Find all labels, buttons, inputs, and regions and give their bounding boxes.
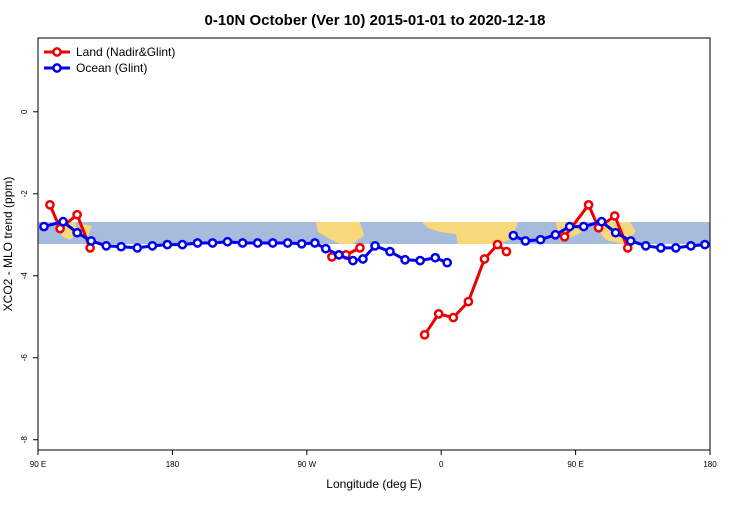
data-point — [686, 240, 696, 251]
y-tick-label: -8 — [20, 436, 29, 444]
data-point — [320, 243, 331, 254]
data-point — [656, 243, 666, 253]
data-point — [192, 238, 203, 248]
data-point — [448, 312, 459, 323]
legend-label: Land (Nadir&Glint) — [76, 45, 175, 59]
data-point — [508, 230, 519, 241]
data-point — [147, 240, 158, 251]
data-point — [610, 227, 621, 238]
x-tick-label: 90 E — [567, 460, 583, 469]
chart-title: 0-10N October (Ver 10) 2015-01-01 to 202… — [204, 12, 545, 29]
data-point — [609, 211, 620, 221]
data-point — [433, 309, 444, 319]
data-point — [640, 240, 651, 251]
data-point — [430, 252, 441, 263]
data-point — [177, 239, 188, 250]
data-point — [370, 240, 380, 251]
x-tick-label: 0 — [439, 460, 444, 469]
data-point — [310, 238, 320, 248]
data-point — [479, 254, 490, 264]
y-axis-label: XCO2 - MLO trend (ppm) — [1, 177, 15, 312]
data-point — [385, 246, 395, 257]
data-point — [520, 236, 531, 246]
data-point — [237, 238, 248, 248]
data-point — [550, 229, 561, 240]
y-tick-label: 0 — [20, 109, 29, 114]
data-point — [207, 238, 218, 248]
x-tick-label: 90 W — [297, 460, 316, 469]
data-point — [700, 239, 710, 250]
data-point — [72, 227, 82, 238]
data-point — [670, 243, 681, 253]
data-point — [559, 231, 570, 242]
data-point — [400, 254, 410, 265]
x-tick-label: 180 — [703, 460, 717, 469]
data-point — [116, 241, 127, 252]
data-point — [86, 236, 97, 246]
data-point — [58, 216, 68, 227]
plot-frame — [37, 37, 711, 451]
data-point — [334, 250, 344, 260]
data-point — [583, 199, 594, 210]
data-point — [348, 255, 358, 266]
data-point — [45, 199, 55, 210]
x-axis-label: Longitude (deg E) — [326, 477, 421, 491]
y-tick-label: -2 — [20, 190, 29, 198]
data-point — [282, 238, 293, 248]
land-patch — [316, 222, 364, 244]
data-point — [596, 216, 607, 227]
data-point — [358, 254, 368, 264]
data-point — [132, 243, 143, 253]
y-tick-label: -6 — [20, 354, 29, 362]
data-point — [355, 243, 365, 253]
data-point — [492, 239, 503, 250]
data-point — [535, 234, 546, 245]
data-point — [101, 240, 112, 251]
legend-label: Ocean (Glint) — [76, 61, 147, 75]
data-point — [501, 246, 512, 257]
data-point — [162, 239, 173, 250]
data-point — [267, 238, 278, 248]
data-point — [296, 238, 307, 249]
data-point — [252, 238, 263, 248]
data-point — [72, 209, 82, 220]
y-tick-label: -4 — [20, 272, 29, 280]
x-tick-label: 90 E — [30, 460, 46, 469]
data-point — [564, 221, 575, 232]
data-point — [39, 221, 49, 232]
data-point — [463, 296, 474, 307]
land-patch — [422, 222, 518, 244]
map-band — [38, 222, 710, 244]
x-tick-label: 180 — [166, 460, 180, 469]
legend-marker — [52, 47, 62, 57]
data-point — [419, 329, 430, 340]
legend-marker — [52, 63, 62, 73]
data-point — [578, 221, 589, 232]
data-point — [442, 257, 453, 268]
data-point — [625, 236, 636, 246]
data-point — [415, 255, 425, 266]
data-point — [222, 236, 233, 247]
